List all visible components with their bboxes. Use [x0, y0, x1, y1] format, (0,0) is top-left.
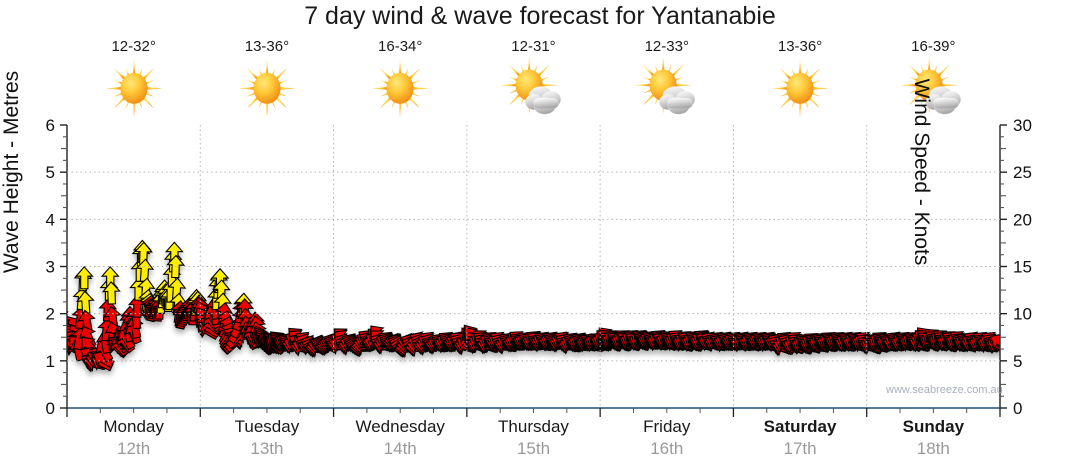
day-header-monday: 12-32°	[67, 36, 200, 124]
right-tick-label: 0	[1013, 399, 1022, 418]
temp-range: 13-36°	[244, 38, 290, 55]
right-tick-label: 20	[1013, 210, 1032, 229]
right-axis-title: Wind Speed - Knots	[910, 78, 933, 266]
day-footer-tuesday: Tuesday 13th	[200, 416, 333, 474]
day-name: Thursday	[498, 417, 569, 436]
day-date: 17th	[783, 439, 817, 458]
day-name: Sunday	[902, 417, 965, 436]
day-date: 13th	[250, 439, 284, 458]
day-name: Tuesday	[234, 417, 300, 436]
day-date: 14th	[383, 439, 417, 458]
right-tick-label: 10	[1013, 305, 1032, 324]
watermark: www.seabreeze.com.au	[886, 384, 1003, 396]
partly-cloudy-icon	[501, 58, 562, 115]
day-footer-strip: Monday 12th Tuesday 13th Wednesday 14th Thursd…	[67, 416, 1000, 474]
day-date: 12th	[117, 439, 151, 458]
day-header-friday: 12-33°	[600, 36, 733, 124]
day-date: 15th	[516, 439, 551, 458]
day-header-tuesday: 13-36°	[200, 36, 333, 124]
wind-arrow	[101, 281, 121, 305]
day-header-sunday: 16-39°	[867, 36, 1000, 124]
left-tick-label: 3	[46, 258, 55, 277]
day-date: 18th	[916, 439, 950, 458]
sunny-icon	[771, 59, 829, 117]
left-tick-label: 0	[46, 399, 55, 418]
day-footer-monday: Monday 12th	[67, 416, 200, 474]
page-title: 7 day wind & wave forecast for Yantanabi…	[304, 2, 776, 30]
day-name: Monday	[103, 417, 164, 436]
right-tick-label: 25	[1013, 163, 1032, 182]
day-footer-friday: Friday 16th	[600, 416, 733, 474]
left-axis-title: Wave Height - Metres	[0, 70, 23, 274]
sunny-icon	[238, 59, 296, 117]
wind-arrow	[74, 265, 94, 290]
day-name: Wednesday	[355, 417, 445, 436]
right-tick-label: 15	[1013, 258, 1032, 277]
day-footer-saturday: Saturday 17th	[733, 416, 866, 474]
left-tick-label: 4	[46, 210, 55, 229]
temp-range: 12-32°	[111, 38, 156, 55]
right-tick-label: 5	[1013, 352, 1022, 371]
sunny-icon	[371, 59, 429, 117]
day-header-strip: 12-32° 13-36° 16-34° 12-31° 12-33° 13-36° 16-3…	[67, 36, 1000, 124]
left-tick-label: 2	[46, 305, 55, 324]
partly-cloudy-icon	[634, 58, 695, 115]
left-tick-label: 5	[46, 163, 55, 182]
left-tick-label: 1	[46, 352, 55, 371]
wind-arrow	[989, 333, 1000, 352]
day-header-saturday: 13-36°	[733, 36, 866, 124]
day-footer-sunday: Sunday 18th	[867, 416, 1000, 474]
left-tick-label: 6	[46, 116, 55, 135]
wind-arrow-plot	[67, 239, 1000, 373]
temp-range: 16-34°	[378, 38, 423, 55]
day-name: Friday	[643, 417, 691, 436]
temp-range: 12-33°	[644, 38, 689, 55]
day-header-thursday: 12-31°	[467, 36, 600, 124]
day-footer-wednesday: Wednesday 14th	[334, 416, 467, 474]
temp-range: 12-31°	[511, 38, 556, 55]
partly-cloudy-icon	[901, 58, 962, 115]
day-footer-thursday: Thursday 15th	[467, 416, 600, 474]
day-header-wednesday: 16-34°	[334, 36, 467, 124]
temp-range: 16-39°	[911, 38, 956, 55]
temp-range: 13-36°	[777, 38, 823, 55]
sunny-icon	[105, 59, 163, 117]
right-tick-label: 30	[1013, 116, 1032, 135]
plot-area	[67, 125, 1000, 408]
day-name: Saturday	[763, 417, 837, 436]
day-date: 16th	[650, 439, 684, 458]
